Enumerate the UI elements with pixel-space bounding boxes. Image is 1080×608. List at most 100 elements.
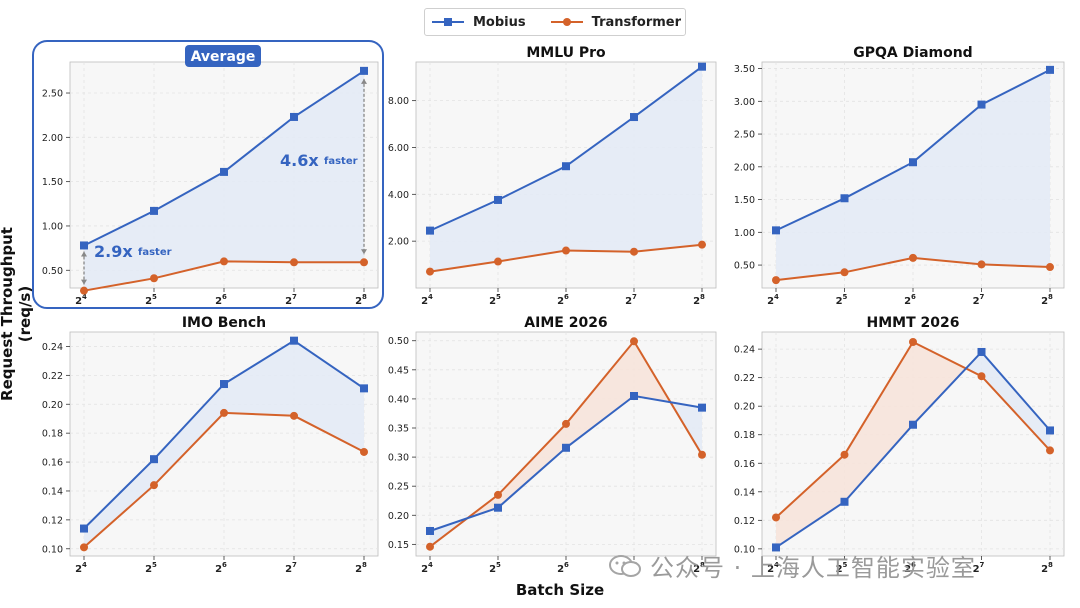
y-tick-label: 0.12: [42, 515, 63, 526]
marker-mobius: [909, 158, 917, 167]
marker-transformer: [220, 408, 228, 417]
y-tick-label: 2.00: [388, 237, 409, 248]
marker-transformer: [840, 268, 849, 277]
y-tick-label: 0.14: [42, 486, 63, 497]
marker-mobius: [290, 112, 298, 121]
marker-transformer: [562, 246, 570, 255]
y-tick-label: 1.00: [42, 221, 63, 232]
marker-mobius: [426, 226, 434, 235]
marker-mobius: [772, 543, 780, 552]
y-tick-label: 2.00: [734, 162, 755, 173]
x-tick-label: 25: [145, 293, 157, 307]
marker-transformer: [426, 542, 434, 551]
panel-1: 2.00 4.00 6.00 8.00 24 25 26 27 28 MMLU Pro: [388, 45, 717, 307]
marker-transformer: [150, 274, 158, 283]
panel-3: 0.10 0.12 0.14 0.16 0.18 0.20 0.22 0.24 24 25 26 27…: [42, 315, 379, 575]
x-tick-label: 26: [904, 561, 916, 575]
y-tick-label: 0.45: [388, 365, 409, 376]
marker-transformer: [698, 450, 706, 459]
y-tick-label: 0.24: [734, 345, 755, 356]
marker-mobius: [426, 526, 434, 535]
x-tick-label: 24: [767, 293, 779, 307]
y-tick-label: 0.24: [42, 342, 63, 353]
arrow-head-icon: [361, 78, 367, 84]
x-tick-label: 27: [973, 561, 985, 575]
y-tick-label: 0.16: [734, 459, 755, 470]
y-tick-label: 0.50: [388, 336, 409, 347]
y-tick-label: 0.50: [42, 266, 63, 277]
y-tick-label: 0.22: [42, 371, 63, 382]
arrow-head-icon: [81, 279, 87, 285]
marker-transformer: [772, 513, 780, 522]
y-tick-label: 0.20: [734, 402, 755, 413]
arrow-head-icon: [361, 249, 367, 255]
panel-2: 0.50 1.00 1.50 2.00 2.50 3.00 3.50 24 25 26 27 28 GP…: [734, 45, 1065, 307]
chart-title: MMLU Pro: [526, 45, 606, 61]
marker-mobius: [1046, 426, 1054, 435]
x-tick-label: 25: [836, 293, 848, 307]
x-tick-label: 24: [421, 561, 433, 575]
fill-between-area: [84, 340, 364, 548]
speedup-small-suffix: faster: [138, 247, 172, 258]
x-tick-label: 26: [215, 293, 227, 307]
panel-5: 0.10 0.12 0.14 0.16 0.18 0.20 0.22 0.24 24 25 26 27…: [734, 315, 1065, 575]
y-tick-label: 4.00: [388, 190, 409, 201]
marker-mobius: [220, 380, 228, 389]
x-tick-label: 26: [557, 293, 569, 307]
x-tick-label: 27: [285, 293, 297, 307]
marker-transformer: [494, 257, 502, 266]
y-tick-label: 0.20: [42, 400, 63, 411]
marker-mobius: [772, 226, 780, 235]
marker-mobius: [698, 403, 706, 412]
marker-transformer: [977, 372, 986, 381]
x-tick-label: 27: [285, 561, 297, 575]
y-tick-label: 0.10: [734, 544, 755, 555]
x-tick-label: 25: [489, 293, 501, 307]
marker-transformer: [494, 490, 502, 499]
watermark-text: 公众号 · 上海人工智能实验室: [650, 554, 976, 582]
marker-transformer: [562, 419, 570, 428]
legend-swatch-mobius-icon: [432, 18, 464, 26]
y-tick-label: 0.15: [388, 540, 409, 551]
y-tick-label: 3.00: [734, 97, 755, 108]
y-tick-label: 0.16: [42, 458, 63, 469]
x-tick-label: 28: [1041, 293, 1053, 307]
marker-mobius: [977, 100, 986, 109]
marker-mobius: [220, 167, 228, 176]
fill-between-area: [776, 69, 1050, 281]
y-tick-label: 1.50: [734, 195, 755, 206]
y-tick-label: 8.00: [388, 96, 409, 107]
marker-transformer: [630, 337, 638, 346]
fill-between-area: [776, 342, 966, 548]
panel-0: 0.50 1.00 1.50 2.00 2.50 24 25 26 27 28 Average 2.9…: [32, 40, 384, 309]
y-tick-label: 0.14: [734, 487, 755, 498]
marker-mobius: [150, 206, 158, 215]
marker-transformer: [80, 286, 88, 295]
x-tick-label: 25: [145, 561, 157, 575]
marker-mobius: [630, 113, 638, 122]
marker-mobius: [150, 455, 158, 464]
panel-4: 0.150.200.250.300.350.400.450.5024252627…: [388, 315, 717, 575]
chart-title: GPQA Diamond: [853, 45, 972, 61]
y-tick-label: 2.50: [42, 89, 63, 100]
legend: Mobius Transformer: [424, 8, 686, 36]
y-tick-label: 0.20: [388, 511, 409, 522]
x-tick-label: 28: [355, 561, 367, 575]
x-tick-label: 28: [355, 293, 367, 307]
marker-transformer: [220, 257, 228, 266]
x-tick-label: 24: [421, 293, 433, 307]
marker-mobius: [290, 336, 298, 345]
speedup-large-label: 4.6x: [280, 151, 319, 170]
y-tick-label: 1.50: [42, 177, 63, 188]
y-tick-label: 0.50: [734, 261, 755, 272]
marker-mobius: [909, 420, 917, 429]
y-tick-label: 0.12: [734, 516, 755, 527]
marker-transformer: [360, 447, 368, 456]
marker-mobius: [840, 194, 849, 203]
marker-transformer: [698, 240, 706, 249]
speedup-small-label: 2.9x: [94, 242, 133, 261]
watermark: 公众号 · 上海人工智能实验室: [608, 548, 976, 583]
y-tick-label: 0.10: [42, 544, 63, 555]
